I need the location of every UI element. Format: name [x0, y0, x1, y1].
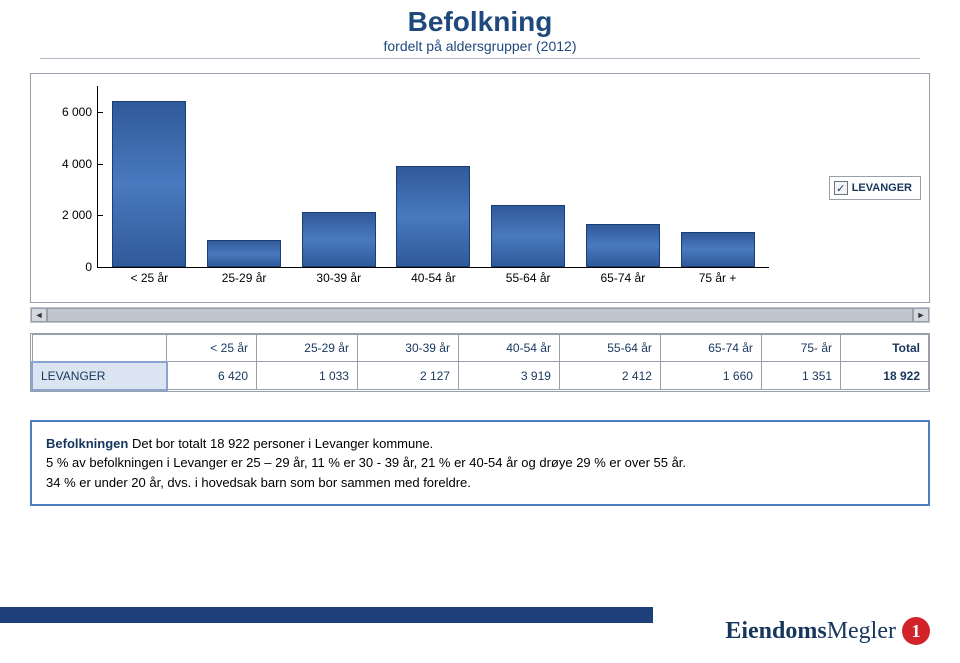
legend-label: LEVANGER — [852, 182, 912, 194]
chart-legend[interactable]: ✓ LEVANGER — [829, 176, 921, 200]
population-info-box: Befolkningen Det bor totalt 18 922 perso… — [30, 420, 930, 507]
brand-logo: EiendomsMegler 1 — [725, 617, 930, 645]
y-tick — [98, 267, 103, 268]
footer-stripe — [0, 607, 653, 623]
table-header-cell: 75- år — [761, 335, 840, 362]
bar — [681, 232, 755, 267]
table-cell: 2 127 — [357, 362, 458, 390]
bar — [491, 205, 565, 267]
info-line-3: 34 % er under 20 år, dvs. i hovedsak bar… — [46, 473, 914, 493]
bar — [207, 240, 281, 267]
table-header-cell: Total — [841, 335, 929, 362]
bar — [586, 224, 660, 267]
brand-word: EiendomsMegler — [725, 618, 896, 645]
scroll-left-button[interactable]: ◄ — [31, 308, 47, 322]
x-axis-label: 65-74 år — [583, 271, 663, 285]
info-line-1: Befolkningen Det bor totalt 18 922 perso… — [46, 434, 914, 454]
bars-row: < 25 år25-29 år30-39 år40-54 år55-64 år6… — [102, 86, 765, 267]
brand-badge: 1 — [902, 617, 930, 645]
table-row: LEVANGER6 4201 0332 1273 9192 4121 6601 … — [32, 362, 929, 390]
page-title: Befolkning — [0, 6, 960, 38]
y-axis-label: 0 — [85, 260, 92, 274]
table-header-cell: 30-39 år — [357, 335, 458, 362]
table-cell: 2 412 — [559, 362, 660, 390]
x-axis-label: 30-39 år — [299, 271, 379, 285]
table-cell: 18 922 — [841, 362, 929, 390]
page-subtitle: fordelt på aldersgrupper (2012) — [0, 38, 960, 54]
bar — [112, 101, 186, 267]
y-axis-label: 4 000 — [62, 157, 92, 171]
x-axis-label: 55-64 år — [488, 271, 568, 285]
info-line-2: 5 % av befolkningen i Levanger er 25 – 2… — [46, 453, 914, 473]
title-divider — [40, 58, 920, 59]
table-header-row: < 25 år25-29 år30-39 år40-54 år55-64 år6… — [32, 335, 929, 362]
table-cell: 1 033 — [257, 362, 358, 390]
data-table-panel: < 25 år25-29 år30-39 år40-54 år55-64 år6… — [30, 333, 930, 392]
data-table: < 25 år25-29 år30-39 år40-54 år55-64 år6… — [31, 334, 929, 391]
brand-part2: Megler — [827, 618, 896, 644]
x-axis-label: < 25 år — [109, 271, 189, 285]
chart-panel: 02 0004 0006 000< 25 år25-29 år30-39 år4… — [30, 73, 930, 303]
bar — [302, 212, 376, 267]
y-axis-label: 6 000 — [62, 105, 92, 119]
table-header-cell: 65-74 år — [660, 335, 761, 362]
scroll-right-button[interactable]: ► — [913, 308, 929, 322]
footer: EiendomsMegler 1 — [0, 591, 960, 663]
table-header-cell: 55-64 år — [559, 335, 660, 362]
table-cell: 1 660 — [660, 362, 761, 390]
table-row-label: LEVANGER — [32, 362, 167, 390]
scroll-thumb[interactable] — [47, 308, 913, 322]
info-lead: Befolkningen — [46, 436, 128, 451]
x-axis-label: 40-54 år — [393, 271, 473, 285]
title-block: Befolkning fordelt på aldersgrupper (201… — [0, 0, 960, 59]
table-header-cell — [32, 335, 167, 362]
table-header-cell: 25-29 år — [257, 335, 358, 362]
legend-checkbox[interactable]: ✓ — [834, 181, 848, 195]
chart-inner: 02 0004 0006 000< 25 år25-29 år30-39 år4… — [41, 82, 919, 294]
x-axis-label: 25-29 år — [204, 271, 284, 285]
table-cell: 1 351 — [761, 362, 840, 390]
bar — [396, 166, 470, 267]
page: Befolkning fordelt på aldersgrupper (201… — [0, 0, 960, 663]
table-cell: 3 919 — [458, 362, 559, 390]
table-header-cell: 40-54 år — [458, 335, 559, 362]
brand-part1: Eiendoms — [725, 618, 826, 644]
table-cell: 6 420 — [167, 362, 257, 390]
table-header-cell: < 25 år — [167, 335, 257, 362]
x-axis-label: 75 år + — [678, 271, 758, 285]
chart-scrollbar[interactable]: ◄ ► — [30, 307, 930, 323]
info-line1-rest: Det bor totalt 18 922 personer i Levange… — [128, 436, 433, 451]
y-axis-label: 2 000 — [62, 208, 92, 222]
chart-plot-area: 02 0004 0006 000< 25 år25-29 år30-39 år4… — [97, 86, 769, 268]
